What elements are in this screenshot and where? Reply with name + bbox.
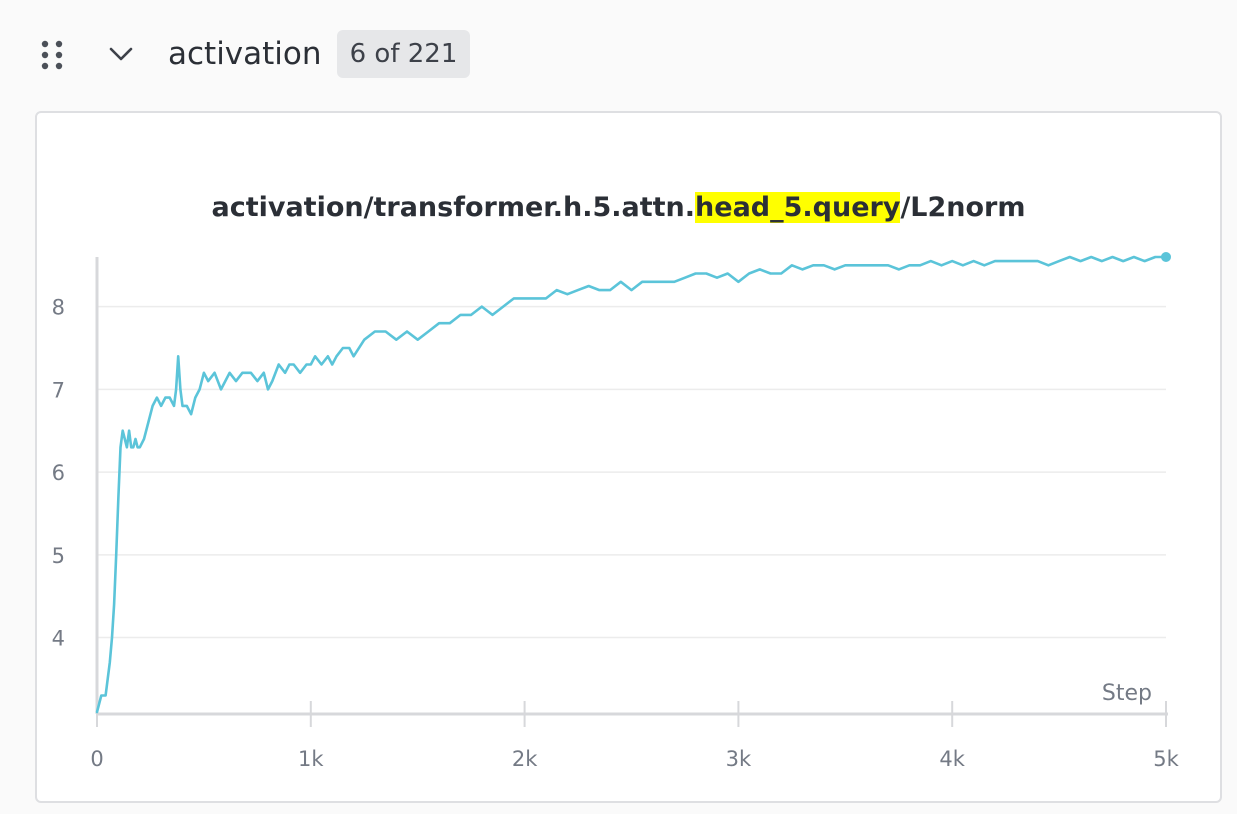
x-tick-label: 0 xyxy=(90,747,103,771)
x-tick-label: 2k xyxy=(512,747,538,771)
series-end-point xyxy=(1161,252,1171,262)
y-tick-label: 8 xyxy=(52,296,65,320)
x-tick-label: 1k xyxy=(298,747,324,771)
series-line xyxy=(95,255,1168,714)
panel-count-badge: 6 of 221 xyxy=(337,30,470,78)
y-tick-label: 5 xyxy=(52,544,65,568)
y-tick-label: 7 xyxy=(52,378,65,402)
x-tick-label: 4k xyxy=(939,747,965,771)
y-tick-label: 6 xyxy=(52,461,65,485)
series-layer xyxy=(95,252,1171,714)
x-tick-label: 5k xyxy=(1153,747,1179,771)
chart-panel[interactable] xyxy=(35,111,1222,803)
grid-lines xyxy=(97,305,1166,639)
chevron-down-icon[interactable] xyxy=(104,38,138,72)
x-axis-label: Step xyxy=(1102,681,1152,706)
x-tick-label: 3k xyxy=(726,747,752,771)
chart-title-highlight: head_5.query xyxy=(695,192,901,223)
chart-title: activation/transformer.h.5.attn.head_5.q… xyxy=(0,190,1237,226)
section-header: activation 6 of 221 xyxy=(0,0,1237,110)
axes xyxy=(95,257,1168,727)
section-title[interactable]: activation xyxy=(168,36,322,72)
y-tick-label: 4 xyxy=(52,627,65,651)
tick-labels: 4 5 6 7 8 0 1k 2k 3k 4k 5k Step xyxy=(52,296,1180,771)
chart-title-prefix: activation/transformer.h.5.attn. xyxy=(211,192,696,223)
drag-handle-icon[interactable] xyxy=(41,40,65,70)
chart-title-suffix: /L2norm xyxy=(900,192,1026,223)
